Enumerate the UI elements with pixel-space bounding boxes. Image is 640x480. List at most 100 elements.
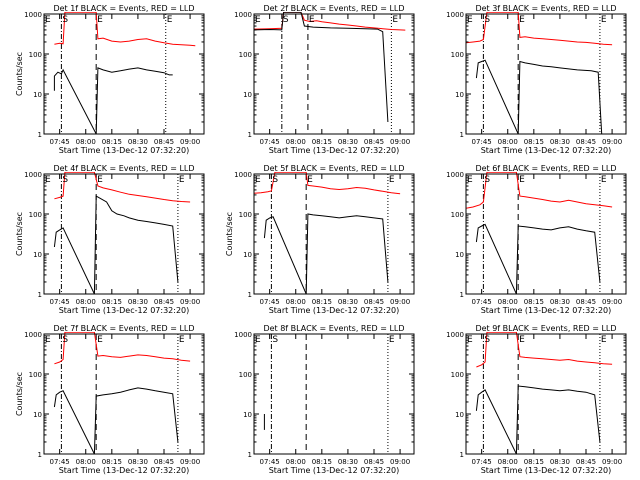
y-tick-label: 100 bbox=[29, 211, 42, 219]
x-tick-label: 08:30 bbox=[128, 458, 148, 466]
x-tick-label: 08:45 bbox=[154, 138, 174, 146]
y-tick-label: 1000 bbox=[446, 171, 464, 179]
x-tick-label: 08:30 bbox=[550, 458, 570, 466]
y-tick-label: 1 bbox=[460, 291, 464, 299]
x-tick-label: 07:45 bbox=[472, 298, 492, 306]
series-lld-line bbox=[54, 12, 196, 47]
event-marker-label: E bbox=[389, 335, 395, 345]
event-marker-label: S bbox=[283, 15, 289, 25]
x-tick-label: 09:00 bbox=[602, 138, 622, 146]
event-marker-label: E bbox=[255, 335, 261, 345]
y-tick-label: 1 bbox=[248, 451, 252, 459]
event-marker-label: E bbox=[601, 175, 607, 185]
event-marker-label: E bbox=[97, 335, 103, 345]
y-axis-label: Counts/sec bbox=[15, 212, 24, 256]
plot-frame bbox=[253, 173, 415, 295]
x-tick-label: 08:30 bbox=[338, 138, 358, 146]
event-marker-label: S bbox=[272, 175, 278, 185]
y-tick-label: 100 bbox=[239, 371, 252, 379]
x-axis-label: Start Time (13-Dec-12 07:32:20) bbox=[59, 466, 190, 475]
series-events-line bbox=[263, 213, 389, 294]
x-tick-label: 08:00 bbox=[498, 298, 518, 306]
y-tick-label: 10 bbox=[243, 411, 252, 419]
y-tick-label: 100 bbox=[29, 51, 42, 59]
x-tick-label: 07:45 bbox=[472, 458, 492, 466]
event-marker-label: E bbox=[467, 175, 473, 185]
event-marker-label: E bbox=[519, 15, 525, 25]
x-tick-label: 08:15 bbox=[312, 138, 332, 146]
x-tick-label: 07:45 bbox=[260, 138, 280, 146]
plot-frame bbox=[253, 333, 415, 455]
plot-frame bbox=[43, 173, 205, 295]
plot-frame bbox=[465, 13, 627, 135]
panel-title: Det 8f BLACK = Events, RED = LLD bbox=[263, 324, 404, 333]
x-tick-label: 08:45 bbox=[364, 298, 384, 306]
y-tick-label: 100 bbox=[239, 51, 252, 59]
panel-title: Det 4f BLACK = Events, RED = LLD bbox=[53, 164, 194, 173]
event-marker-label: E bbox=[179, 175, 185, 185]
event-marker-label: E bbox=[45, 15, 51, 25]
y-tick-label: 100 bbox=[451, 211, 464, 219]
x-tick-label: 09:00 bbox=[180, 298, 200, 306]
x-axis-label: Start Time (13-Dec-12 07:32:20) bbox=[269, 466, 400, 475]
x-axis-label: Start Time (13-Dec-12 07:32:20) bbox=[269, 146, 400, 155]
x-tick-label: 08:30 bbox=[338, 458, 358, 466]
x-tick-label: 07:45 bbox=[50, 138, 70, 146]
event-marker-label: E bbox=[601, 335, 607, 345]
event-marker-label: S bbox=[62, 335, 68, 345]
x-tick-label: 08:45 bbox=[576, 138, 596, 146]
y-tick-label: 1 bbox=[38, 131, 42, 139]
event-marker-label: E bbox=[97, 175, 103, 185]
y-tick-label: 1000 bbox=[24, 171, 42, 179]
x-tick-label: 08:15 bbox=[312, 298, 332, 306]
x-tick-label: 08:00 bbox=[498, 138, 518, 146]
series-events-line bbox=[475, 385, 601, 454]
panel-title: Det 1f BLACK = Events, RED = LLD bbox=[53, 4, 194, 13]
series-events-line bbox=[53, 67, 173, 134]
x-tick-label: 08:15 bbox=[524, 298, 544, 306]
y-tick-label: 100 bbox=[239, 211, 252, 219]
x-tick-label: 09:00 bbox=[180, 138, 200, 146]
series-lld-line bbox=[466, 172, 613, 209]
x-axis-label: Start Time (13-Dec-12 07:32:20) bbox=[481, 146, 612, 155]
event-marker-label: E bbox=[519, 175, 525, 185]
event-marker-label: S bbox=[484, 15, 490, 25]
x-tick-label: 08:45 bbox=[364, 458, 384, 466]
x-axis-label: Start Time (13-Dec-12 07:32:20) bbox=[481, 306, 612, 315]
x-axis-label: Start Time (13-Dec-12 07:32:20) bbox=[481, 466, 612, 475]
x-tick-label: 08:15 bbox=[102, 298, 122, 306]
event-marker-label: S bbox=[484, 335, 490, 345]
x-tick-label: 08:15 bbox=[102, 458, 122, 466]
x-tick-label: 07:45 bbox=[50, 458, 70, 466]
event-marker-label: E bbox=[97, 15, 103, 25]
event-marker-label: E bbox=[389, 175, 395, 185]
x-tick-label: 08:00 bbox=[286, 458, 306, 466]
x-tick-label: 08:30 bbox=[128, 298, 148, 306]
series-events-line bbox=[53, 387, 179, 454]
series-lld-line bbox=[54, 332, 191, 365]
x-tick-label: 08:45 bbox=[154, 458, 174, 466]
x-tick-label: 08:30 bbox=[550, 138, 570, 146]
plot-frame bbox=[465, 173, 627, 295]
x-tick-label: 09:00 bbox=[180, 458, 200, 466]
x-tick-label: 09:00 bbox=[390, 458, 410, 466]
y-tick-label: 10 bbox=[33, 91, 42, 99]
x-tick-label: 08:00 bbox=[286, 298, 306, 306]
x-tick-label: 07:45 bbox=[472, 138, 492, 146]
x-tick-label: 08:45 bbox=[154, 298, 174, 306]
event-marker-label: E bbox=[179, 335, 185, 345]
series-events-line bbox=[53, 195, 179, 294]
y-tick-label: 10 bbox=[243, 91, 252, 99]
x-tick-label: 08:45 bbox=[364, 138, 384, 146]
panel-title: Det 2f BLACK = Events, RED = LLD bbox=[263, 4, 404, 13]
series-lld-line bbox=[466, 12, 613, 46]
x-axis-label: Start Time (13-Dec-12 07:32:20) bbox=[59, 306, 190, 315]
event-marker-label: E bbox=[392, 15, 398, 25]
plot-frame bbox=[465, 333, 627, 455]
series-events-line bbox=[475, 59, 603, 134]
